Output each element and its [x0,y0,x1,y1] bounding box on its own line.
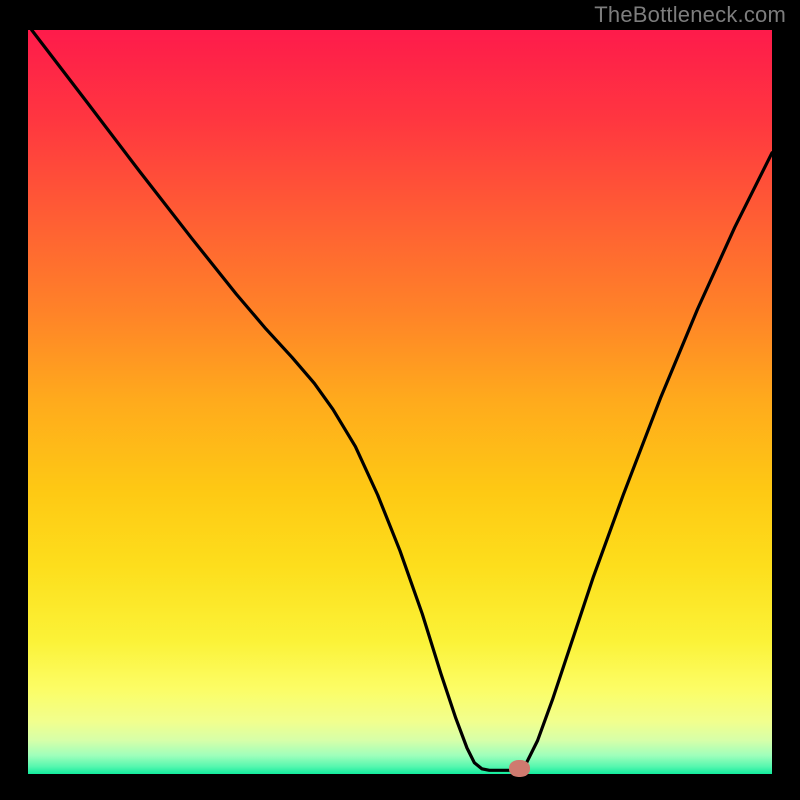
bottleneck-plot [28,30,772,774]
optimal-marker [509,760,530,777]
watermark-text: TheBottleneck.com [594,2,786,28]
